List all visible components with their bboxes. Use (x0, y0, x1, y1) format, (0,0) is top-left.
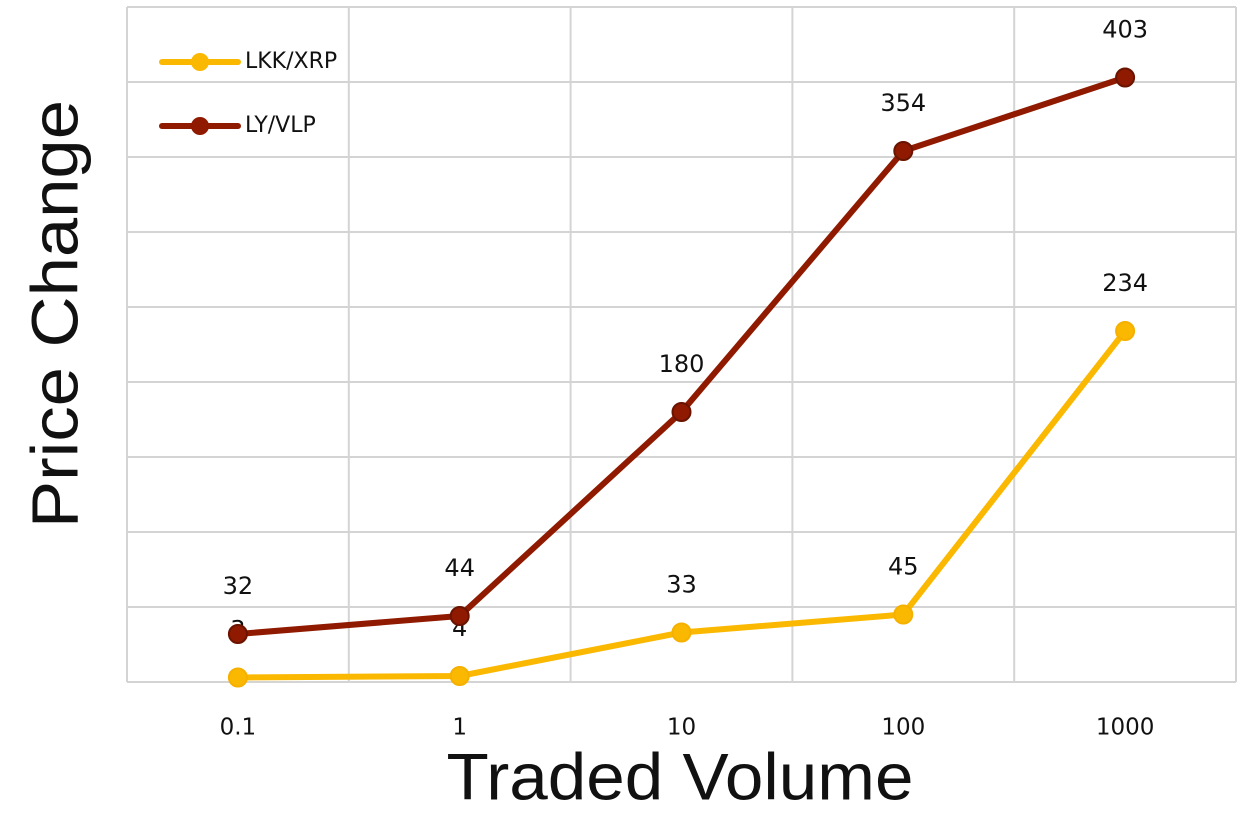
legend-marker (191, 53, 209, 71)
data-label: 354 (880, 89, 926, 117)
point (449, 666, 470, 686)
point (227, 667, 248, 688)
point (449, 606, 470, 626)
data-label: 403 (1102, 16, 1148, 44)
x-axis-title: Traded Volume (447, 739, 914, 813)
x-tick-label: 1000 (1096, 715, 1155, 741)
x-tick-label: 10 (667, 715, 696, 741)
x-tick-label: 1 (452, 715, 467, 741)
point (893, 604, 914, 625)
y-axis-title: Price Change (17, 100, 91, 528)
x-tick-label: 100 (881, 715, 925, 741)
point (893, 141, 914, 161)
legend-label: LY/VLP (245, 113, 316, 138)
point (671, 622, 692, 643)
data-label: 33 (666, 571, 697, 599)
legend-marker (191, 117, 209, 135)
x-tick-label: 0.1 (220, 715, 257, 741)
point (1115, 67, 1136, 88)
data-label: 32 (223, 572, 254, 600)
point (227, 624, 248, 644)
point (671, 402, 692, 422)
data-label: 234 (1102, 269, 1148, 297)
data-label: 45 (888, 553, 919, 581)
data-label: 180 (659, 350, 705, 378)
point (1115, 321, 1136, 341)
data-label: 44 (444, 554, 475, 582)
legend-label: LKK/XRP (245, 49, 337, 74)
